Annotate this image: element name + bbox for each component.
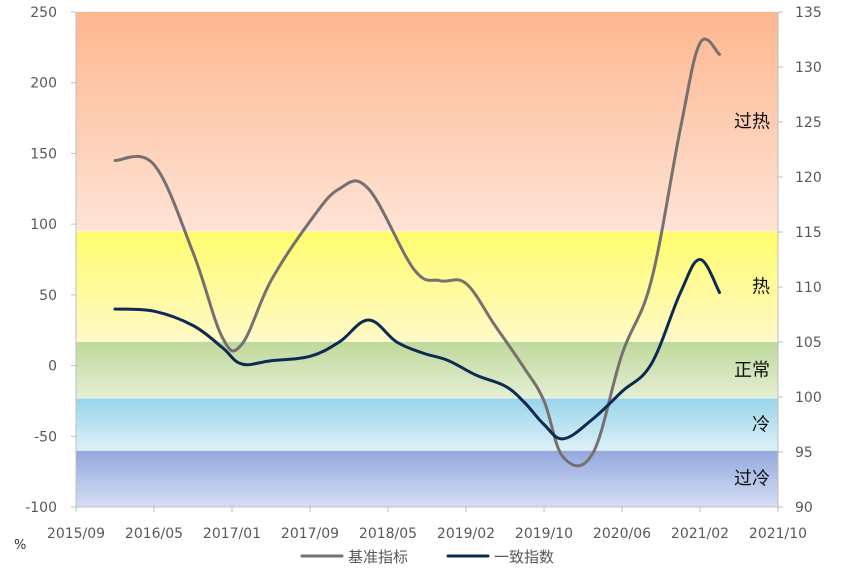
right-tick-label: 90	[795, 500, 813, 516]
right-tick-label: 110	[795, 280, 822, 296]
left-tick-label: 250	[30, 5, 57, 21]
series-line-coincident	[113, 258, 721, 441]
x-tick-label: 2017/09	[281, 526, 339, 542]
x-tick-label: 2020/06	[593, 526, 651, 542]
zone-band	[76, 450, 778, 507]
x-tick-label: 2016/05	[125, 526, 183, 542]
left-tick-label: 0	[48, 359, 57, 375]
series-lines	[113, 37, 721, 468]
zone-band	[76, 12, 778, 232]
x-tick-label: 2018/05	[359, 526, 417, 542]
left-axis-ticks: -100 -50 0 50 100 150 200 250	[25, 5, 76, 516]
x-tick-label: 2017/01	[203, 526, 261, 542]
x-tick-label: 2019/02	[437, 526, 495, 542]
right-tick-label: 120	[795, 170, 822, 186]
left-tick-label: -100	[25, 500, 57, 516]
right-tick-label: 105	[795, 335, 822, 351]
right-tick-label: 130	[795, 60, 822, 76]
left-tick-label: -50	[34, 429, 57, 445]
left-axis-unit: %	[14, 538, 26, 553]
zone-band	[76, 341, 778, 399]
legend: 基准指标 一致指数	[300, 548, 554, 566]
zone-label: 热	[752, 276, 770, 297]
right-tick-label: 135	[795, 5, 822, 21]
legend-label-coincident: 一致指数	[494, 548, 554, 566]
right-tick-label: 125	[795, 115, 822, 131]
x-tick-label: 2021/02	[671, 526, 729, 542]
zone-band	[76, 398, 778, 451]
zone-bands	[76, 12, 778, 507]
zone-label: 正常	[734, 360, 770, 381]
zone-band	[76, 231, 778, 342]
x-axis-ticks: 2015/09 2016/05 2017/01 2017/09 2018/05 2019/…	[47, 507, 807, 542]
right-tick-label: 100	[795, 390, 822, 406]
left-tick-label: 150	[30, 146, 57, 162]
zone-label: 冷	[752, 414, 770, 435]
series-line-benchmark	[113, 37, 721, 468]
right-tick-label: 95	[795, 445, 813, 461]
axes	[75, 12, 779, 508]
left-tick-label: 50	[39, 288, 57, 304]
left-tick-label: 100	[30, 217, 57, 233]
x-tick-label: 2015/09	[47, 526, 105, 542]
right-tick-label: 115	[795, 225, 822, 241]
legend-label-benchmark: 基准指标	[348, 548, 408, 566]
zone-label: 过热	[734, 112, 770, 133]
right-axis-ticks: 90 95 100 105 110 115 120 125 130 135	[778, 5, 822, 516]
left-tick-label: 200	[30, 76, 57, 92]
x-tick-label: 2019/10	[515, 526, 573, 542]
x-tick-label: 2021/10	[749, 526, 807, 542]
zone-label: 过冷	[734, 469, 770, 490]
